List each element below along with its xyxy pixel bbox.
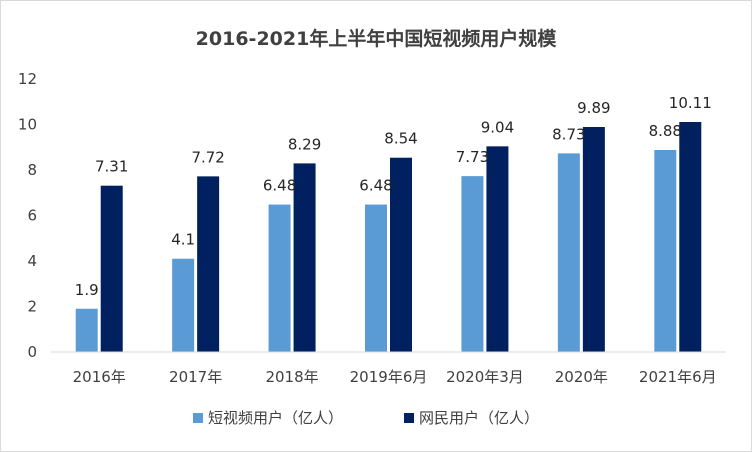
data-label: 6.48 <box>263 177 296 195</box>
bar-short-video <box>365 204 387 352</box>
data-labels: 1.9 4.1 6.48 6.48 7.73 8.73 8.88 7.31 7.72 8.29 8.… <box>75 94 712 299</box>
x-axis-ticks: 2016年 2017年 2018年 2019年6月 2020年3月 2020年 2021年6… <box>73 368 717 386</box>
legend-swatch <box>193 413 203 423</box>
data-label: 8.29 <box>288 135 321 153</box>
legend-label: 短视频用户（亿人） <box>208 409 343 427</box>
data-label: 7.73 <box>456 148 489 166</box>
y-tick-label: 6 <box>27 207 37 225</box>
data-label: 7.31 <box>95 158 128 176</box>
y-tick-label: 10 <box>18 116 37 134</box>
y-tick-label: 8 <box>27 161 37 179</box>
bar-short-video <box>461 176 484 352</box>
bar-netizen <box>486 146 509 352</box>
x-tick-label: 2018年 <box>265 368 318 386</box>
y-tick-label: 12 <box>18 70 37 88</box>
x-tick-label: 2019年6月 <box>350 368 428 386</box>
bar-netizen <box>390 157 412 352</box>
bar-short-video <box>75 308 98 352</box>
legend: 短视频用户（亿人） 网民用户（亿人） <box>193 409 539 427</box>
y-axis-ticks: 0 2 4 6 8 10 12 <box>18 70 37 361</box>
bar-netizen <box>293 163 316 352</box>
x-tick-label: 2020年3月 <box>446 368 524 386</box>
data-label: 9.04 <box>481 118 514 136</box>
bars <box>75 121 702 352</box>
legend-swatch <box>404 413 414 423</box>
data-label: 10.11 <box>669 94 712 112</box>
data-label: 4.1 <box>171 231 195 249</box>
data-label: 1.9 <box>75 281 99 299</box>
y-tick-label: 2 <box>27 298 37 316</box>
y-tick-label: 0 <box>27 343 37 361</box>
data-label: 8.54 <box>384 130 417 148</box>
bar-netizen <box>197 176 220 352</box>
x-tick-label: 2020年 <box>555 368 608 386</box>
legend-label: 网民用户（亿人） <box>419 409 539 427</box>
bar-short-video <box>268 204 291 352</box>
bar-short-video <box>557 153 580 352</box>
data-label: 7.72 <box>191 148 224 166</box>
data-label: 6.48 <box>359 177 392 195</box>
x-tick-label: 2017年 <box>169 368 222 386</box>
chart-title: 2016-2021年上半年中国短视频用户规模 <box>196 27 558 50</box>
bar-netizen <box>582 127 605 352</box>
x-tick-label: 2021年6月 <box>639 368 717 386</box>
bar-short-video <box>654 149 677 352</box>
y-tick-label: 4 <box>27 252 37 270</box>
data-label: 9.89 <box>577 99 610 117</box>
data-label: 8.73 <box>552 125 585 143</box>
bar-short-video <box>172 258 195 352</box>
x-tick-label: 2016年 <box>73 368 126 386</box>
bar-netizen <box>679 121 702 352</box>
data-label: 8.88 <box>649 122 682 140</box>
bar-netizen <box>100 185 123 352</box>
